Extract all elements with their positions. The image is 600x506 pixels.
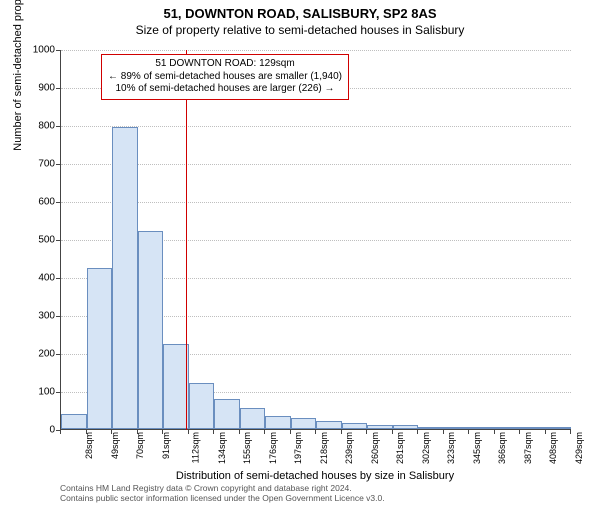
ytick-mark <box>56 354 61 355</box>
histogram-bar <box>520 427 546 429</box>
xtick-mark <box>315 429 316 434</box>
grid-line <box>61 202 571 203</box>
histogram-bar <box>291 418 317 429</box>
ytick-label: 800 <box>15 121 55 132</box>
ytick-mark <box>56 278 61 279</box>
xtick-label: 134sqm <box>217 432 227 464</box>
histogram-bar <box>546 427 572 429</box>
ytick-label: 200 <box>15 349 55 360</box>
page-subtitle: Size of property relative to semi-detach… <box>0 23 600 37</box>
xtick-mark <box>290 429 291 434</box>
histogram-bar <box>163 344 189 430</box>
ytick-mark <box>56 316 61 317</box>
footer-line-2: Contains public sector information licen… <box>60 493 385 504</box>
plot-area: 51 DOWNTON ROAD: 129sqm← 89% of semi-det… <box>60 50 570 430</box>
histogram-bar <box>367 425 393 429</box>
xtick-mark <box>60 429 61 434</box>
histogram-bar <box>418 427 444 429</box>
xtick-label: 155sqm <box>242 432 252 464</box>
xtick-label: 197sqm <box>293 432 303 464</box>
annotation-line-2: ← 89% of semi-detached houses are smalle… <box>108 71 342 84</box>
xtick-label: 112sqm <box>190 432 200 463</box>
page-title: 51, DOWNTON ROAD, SALISBURY, SP2 8AS <box>0 6 600 21</box>
ytick-mark <box>56 240 61 241</box>
xtick-label: 408sqm <box>548 432 558 464</box>
ytick-label: 700 <box>15 159 55 170</box>
xtick-label: 429sqm <box>574 432 584 464</box>
xtick-label: 281sqm <box>395 432 405 464</box>
footer-attribution: Contains HM Land Registry data © Crown c… <box>60 483 385 504</box>
grid-line <box>61 50 571 51</box>
grid-line <box>61 164 571 165</box>
xtick-mark <box>341 429 342 434</box>
annotation-line-3: 10% of semi-detached houses are larger (… <box>108 83 342 96</box>
xtick-label: 176sqm <box>268 432 278 464</box>
ytick-label: 1000 <box>15 45 55 56</box>
xtick-label: 260sqm <box>370 432 380 464</box>
xtick-mark <box>213 429 214 434</box>
annotation-box: 51 DOWNTON ROAD: 129sqm← 89% of semi-det… <box>101 54 349 100</box>
ytick-mark <box>56 126 61 127</box>
histogram-bar <box>265 416 291 429</box>
ytick-label: 100 <box>15 387 55 398</box>
ytick-mark <box>56 50 61 51</box>
ytick-label: 400 <box>15 273 55 284</box>
xtick-mark <box>86 429 87 434</box>
xtick-label: 387sqm <box>523 432 533 464</box>
ytick-mark <box>56 164 61 165</box>
xtick-mark <box>570 429 571 434</box>
annotation-line-1: 51 DOWNTON ROAD: 129sqm <box>108 58 342 71</box>
ytick-label: 600 <box>15 197 55 208</box>
xtick-mark <box>519 429 520 434</box>
xtick-mark <box>392 429 393 434</box>
chart-container: 51 DOWNTON ROAD: 129sqm← 89% of semi-det… <box>60 50 570 430</box>
xtick-label: 49sqm <box>110 432 120 459</box>
xtick-mark <box>417 429 418 434</box>
histogram-bar <box>112 127 138 429</box>
xtick-mark <box>188 429 189 434</box>
xtick-mark <box>545 429 546 434</box>
xtick-mark <box>443 429 444 434</box>
x-axis-label: Distribution of semi-detached houses by … <box>60 470 570 482</box>
xtick-mark <box>239 429 240 434</box>
ytick-mark <box>56 202 61 203</box>
histogram-bar <box>87 268 113 430</box>
histogram-bar <box>214 399 240 429</box>
histogram-bar <box>393 425 419 429</box>
xtick-label: 91sqm <box>161 432 171 459</box>
xtick-label: 218sqm <box>319 432 329 464</box>
xtick-label: 70sqm <box>135 432 145 459</box>
xtick-label: 366sqm <box>497 432 507 464</box>
xtick-label: 239sqm <box>344 432 354 464</box>
xtick-mark <box>162 429 163 434</box>
xtick-mark <box>468 429 469 434</box>
xtick-mark <box>137 429 138 434</box>
ytick-label: 0 <box>15 425 55 436</box>
xtick-mark <box>111 429 112 434</box>
xtick-label: 302sqm <box>421 432 431 464</box>
histogram-bar <box>138 231 164 429</box>
ytick-label: 900 <box>15 83 55 94</box>
ytick-label: 300 <box>15 311 55 322</box>
xtick-label: 28sqm <box>84 432 94 459</box>
histogram-bar <box>316 421 342 429</box>
reference-line <box>186 50 187 430</box>
histogram-bar <box>61 414 87 429</box>
histogram-bar <box>240 408 266 429</box>
histogram-bar <box>495 427 521 429</box>
grid-line <box>61 126 571 127</box>
histogram-bar <box>189 383 215 429</box>
ytick-mark <box>56 88 61 89</box>
ytick-label: 500 <box>15 235 55 246</box>
histogram-bar <box>444 427 470 429</box>
xtick-label: 345sqm <box>472 432 482 464</box>
histogram-bar <box>342 423 368 429</box>
ytick-mark <box>56 392 61 393</box>
xtick-label: 323sqm <box>446 432 456 464</box>
xtick-mark <box>494 429 495 434</box>
xtick-mark <box>264 429 265 434</box>
xtick-mark <box>366 429 367 434</box>
histogram-bar <box>469 427 495 429</box>
footer-line-1: Contains HM Land Registry data © Crown c… <box>60 483 385 494</box>
